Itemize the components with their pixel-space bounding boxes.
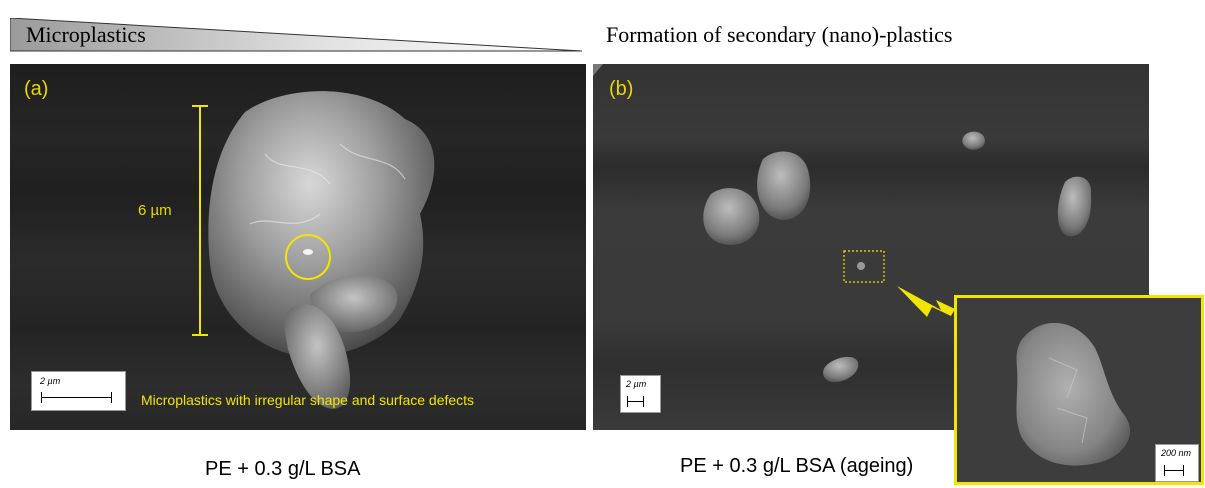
scale-bar-inset-label: 200 nm bbox=[1161, 448, 1192, 458]
nanoparticle-zoom bbox=[1016, 322, 1131, 466]
scale-bar-b: 2 µm bbox=[620, 375, 661, 413]
scale-bar-a: 2 µm bbox=[31, 371, 126, 411]
zoom-region-box bbox=[843, 250, 885, 283]
scale-bar-inset: 200 nm bbox=[1155, 444, 1199, 482]
annotation-text: Microplastics with irregular shape and s… bbox=[141, 392, 475, 408]
zoom-arrow bbox=[897, 286, 955, 317]
scale-bar-a-label: 2 µm bbox=[40, 376, 61, 386]
defect-highlight-circle bbox=[285, 234, 331, 280]
panel-a-label: (a) bbox=[24, 78, 49, 100]
sem-image-panel-a: (a) 6 µm 2 µm Microplastics with irregul… bbox=[10, 64, 586, 430]
secondary-plastics-title: Formation of secondary (nano)-plastics bbox=[606, 22, 953, 47]
sem-image-panel-b: (b) 2 µm bbox=[593, 64, 1149, 430]
sem-particle-a bbox=[192, 91, 435, 409]
caption-b: PE + 0.3 g/L BSA (ageing) bbox=[680, 455, 914, 477]
panel-b-label: (b) bbox=[609, 78, 634, 100]
microplastics-title: Microplastics bbox=[26, 22, 146, 47]
sem-particles-b bbox=[593, 64, 1092, 383]
scale-bar-b-label: 2 µm bbox=[626, 379, 647, 389]
caption-a: PE + 0.3 g/L BSA bbox=[205, 458, 361, 480]
size-gradient-wedge bbox=[10, 18, 582, 52]
size-measure-label: 6 µm bbox=[138, 202, 172, 219]
zoom-inset: 200 nm bbox=[954, 295, 1204, 485]
microplastics-header: Microplastics bbox=[10, 18, 582, 53]
